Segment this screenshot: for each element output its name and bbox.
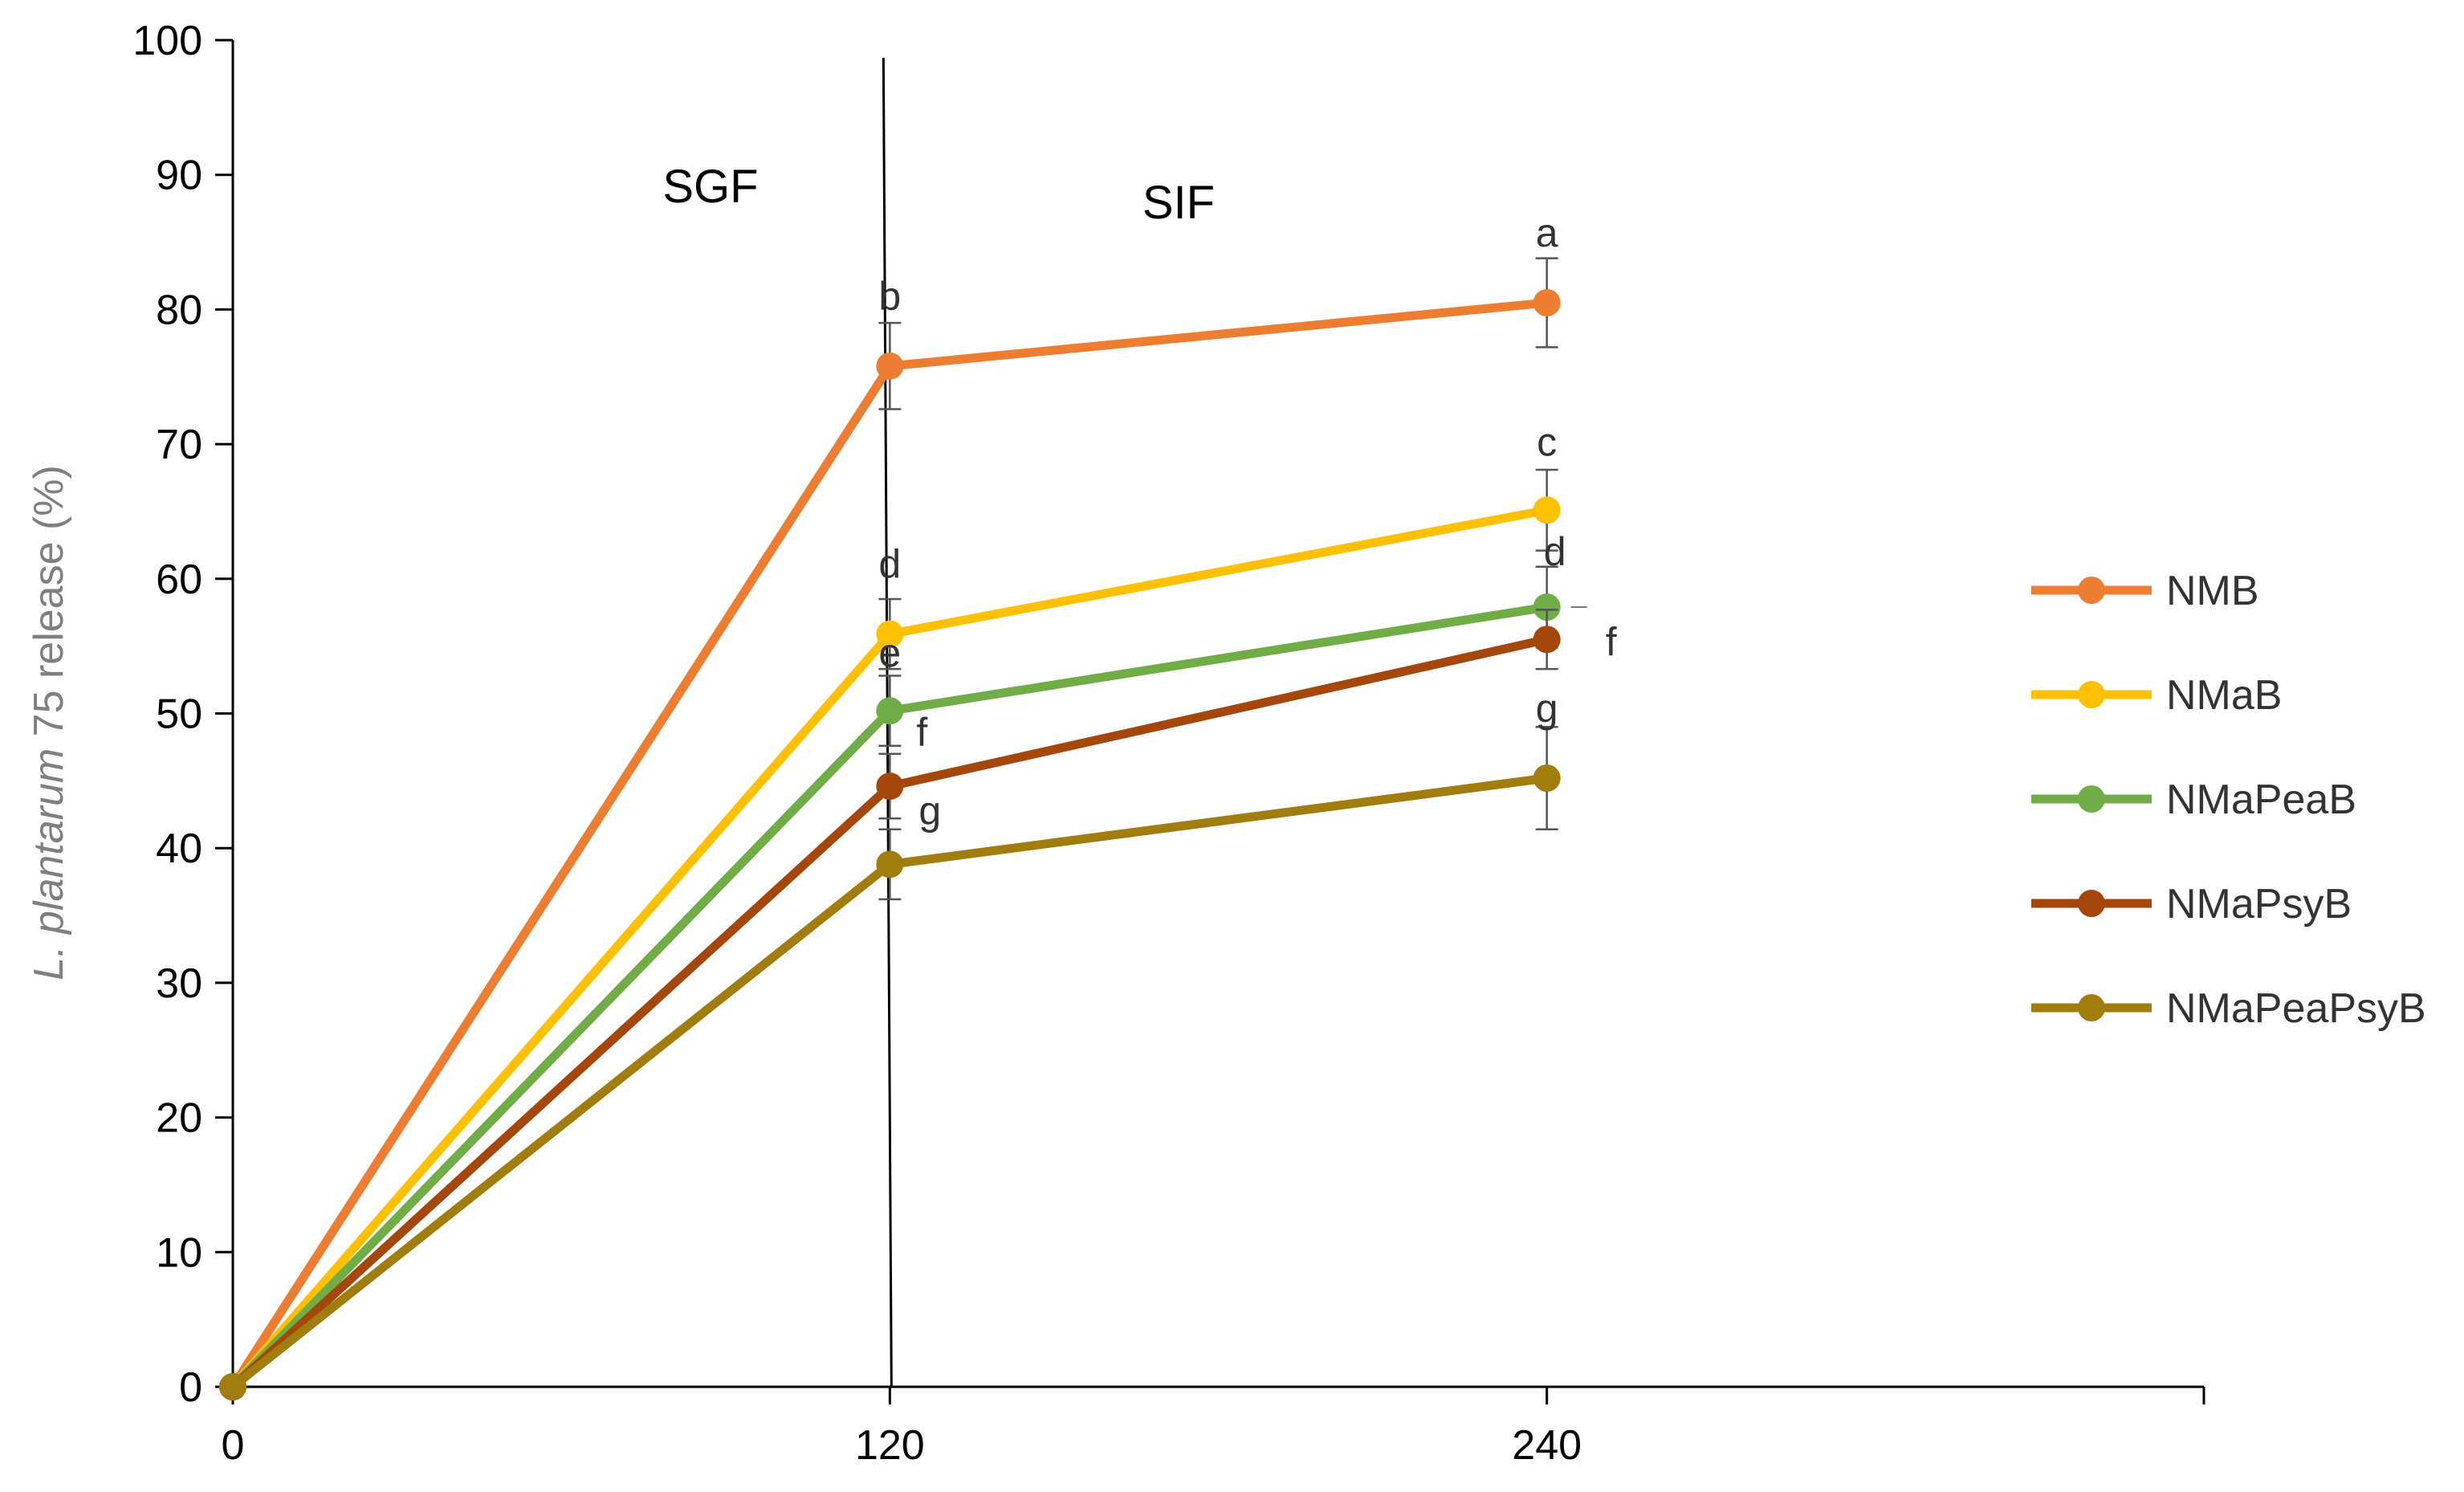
legend-swatch-marker xyxy=(2078,890,2105,917)
significance-letter: f xyxy=(916,710,927,755)
legend-label: NMB xyxy=(2166,568,2259,614)
data-point xyxy=(1533,593,1561,622)
y-tick-label: 40 xyxy=(156,825,202,872)
data-point xyxy=(876,352,904,380)
data-point xyxy=(876,697,904,725)
y-tick-label: 100 xyxy=(132,18,202,64)
significance-letter: a xyxy=(1536,210,1558,255)
legend-swatch-marker xyxy=(2078,681,2105,708)
legend-swatch-marker xyxy=(2078,785,2105,813)
legend-item-NMaPsyB: NMaPsyB xyxy=(2031,881,2352,927)
data-point xyxy=(1533,626,1561,654)
x-tick-label: 120 xyxy=(855,1422,925,1469)
significance-letter: g xyxy=(918,788,941,833)
series-NMaB: dc xyxy=(219,419,1561,1400)
significance-letter: e xyxy=(878,630,901,675)
data-point xyxy=(1533,496,1561,524)
y-tick-label: 30 xyxy=(156,960,202,1007)
series-NMaPeaB: ed xyxy=(219,529,1566,1400)
data-point xyxy=(1533,289,1561,317)
legend-swatch-marker xyxy=(2078,577,2105,604)
y-tick-label: 80 xyxy=(156,287,202,333)
data-point xyxy=(876,772,904,801)
legend-item-NMaB: NMaB xyxy=(2031,672,2282,719)
y-axis-label-italic: L. plantarum xyxy=(26,748,72,980)
significance-letter: f xyxy=(1606,619,1617,664)
data-point xyxy=(219,1373,246,1400)
y-tick-label: 20 xyxy=(156,1095,202,1142)
series-NMaPsyB: ff xyxy=(219,609,1617,1400)
legend-label: NMaPeaB xyxy=(2166,777,2356,823)
legend-label: NMaB xyxy=(2166,672,2282,719)
significance-letter: b xyxy=(878,274,901,319)
legend-label: NMaPeaPsyB xyxy=(2166,985,2426,1032)
significance-letter: d xyxy=(1544,529,1566,574)
data-point xyxy=(876,850,904,878)
y-tick-label: 50 xyxy=(156,691,202,738)
legend-item-NMaPeaB: NMaPeaB xyxy=(2031,777,2356,823)
region-label-sgf: SGF xyxy=(662,161,758,213)
y-tick-label: 60 xyxy=(156,556,202,603)
y-tick-label: 10 xyxy=(156,1229,202,1276)
data-point xyxy=(1533,764,1561,792)
x-tick-label: 0 xyxy=(222,1422,245,1469)
legend-swatch-marker xyxy=(2078,994,2105,1021)
y-axis-label: L. plantarum 75 release (%) xyxy=(26,465,72,980)
legend-item-NMaPeaPsyB: NMaPeaPsyB xyxy=(2031,985,2426,1032)
y-tick-label: 0 xyxy=(179,1364,202,1411)
y-axis-ticks: 0 10 20 30 40 50 60 70 80 90 100 xyxy=(132,18,233,1411)
y-tick-label: 70 xyxy=(156,422,202,468)
significance-letter: d xyxy=(878,542,901,587)
region-label-sif: SIF xyxy=(1142,177,1215,229)
y-tick-label: 90 xyxy=(156,153,202,199)
data-point xyxy=(876,620,904,648)
y-axis-label-rest: 75 release (%) xyxy=(26,465,72,748)
significance-letter: g xyxy=(1536,686,1558,731)
legend-label: NMaPsyB xyxy=(2166,881,2352,927)
significance-letter: c xyxy=(1537,419,1557,464)
x-tick-label: 240 xyxy=(1512,1422,1582,1469)
x-axis-ticks: 0 120 240 xyxy=(222,1387,2205,1469)
legend: NMB NMaB NMaPeaB NMaPsyB NMaPeaPsyB xyxy=(2031,568,2426,1032)
legend-item-NMB: NMB xyxy=(2031,568,2259,614)
region-labels: SGF SIF xyxy=(662,161,1215,229)
series-NMaPeaPsyB: gg xyxy=(219,686,1561,1400)
